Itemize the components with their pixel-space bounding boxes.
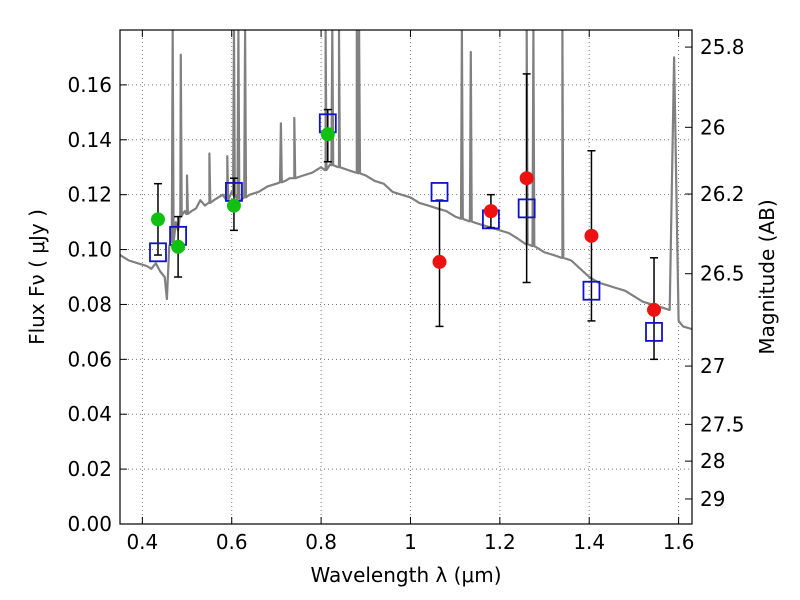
x-tick-label: 1.6 bbox=[663, 530, 695, 554]
observed-point-red bbox=[432, 254, 447, 269]
right-tick-label: 29 bbox=[700, 487, 725, 511]
y-tick-label: 0.06 bbox=[67, 347, 112, 371]
model-photometry-square bbox=[430, 182, 449, 202]
x-tick-label: 1 bbox=[404, 530, 417, 554]
right-axis-ticks: 25.8 26 26.2 26.5 27 27.5 28 29 bbox=[685, 35, 745, 511]
observed-point-green bbox=[226, 198, 241, 213]
right-tick-label: 27.5 bbox=[700, 412, 745, 436]
y-tick-label: 0.02 bbox=[67, 457, 112, 481]
y-tick-label: 0.16 bbox=[67, 73, 112, 97]
x-tick-label: 1.2 bbox=[484, 530, 516, 554]
model-photometry-square bbox=[517, 198, 536, 219]
observed-point-green bbox=[171, 239, 186, 254]
observed-point-red bbox=[584, 228, 599, 243]
x-axis-label: Wavelength λ (μm) bbox=[310, 563, 501, 587]
model-photometry-square bbox=[582, 280, 601, 301]
x-tick-label: 1.4 bbox=[573, 530, 605, 554]
y-tick-label: 0.12 bbox=[67, 183, 112, 207]
points-layer bbox=[149, 113, 663, 342]
right-tick-label: 27 bbox=[700, 354, 725, 378]
right-tick-label: 25.8 bbox=[700, 35, 745, 59]
right-tick-label: 26.2 bbox=[700, 182, 745, 206]
model-sed-layer bbox=[120, 30, 692, 331]
plot-background bbox=[120, 30, 692, 524]
plot-frame bbox=[119, 29, 693, 525]
observed-point-green bbox=[320, 127, 335, 142]
y-tick-label: 0.00 bbox=[67, 512, 112, 536]
grid-lines bbox=[120, 30, 692, 524]
y-tick-label: 0.08 bbox=[67, 292, 112, 316]
right-tick-label: 26 bbox=[700, 115, 725, 139]
right-tick-label: 26.5 bbox=[700, 262, 745, 286]
y-axis-ticks: 0.00 0.02 0.04 0.06 0.08 0.10 0.12 0.14 0.16 bbox=[67, 73, 127, 536]
x-tick-label: 0.4 bbox=[126, 530, 158, 554]
x-axis-ticks: 0.4 0.6 0.8 1 1.2 1.4 1.6 bbox=[126, 30, 695, 554]
y-tick-label: 0.14 bbox=[67, 128, 112, 152]
observed-point-red bbox=[647, 302, 662, 317]
x-tick-label: 0.8 bbox=[305, 530, 337, 554]
model-photometry-square bbox=[149, 242, 167, 263]
y-axis-label: Flux Fν ( μJy ) bbox=[25, 209, 49, 345]
observed-point-red bbox=[519, 171, 534, 186]
model-photometry-square bbox=[645, 321, 663, 342]
x-tick-label: 0.6 bbox=[216, 530, 248, 554]
y-tick-label: 0.10 bbox=[67, 238, 112, 262]
observed-point-red bbox=[483, 204, 498, 219]
right-tick-label: 28 bbox=[700, 449, 725, 473]
model-sed-line bbox=[120, 30, 692, 331]
observed-point-green bbox=[150, 212, 165, 227]
right-axis-label: Magnitude (AB) bbox=[755, 199, 779, 354]
y-tick-label: 0.04 bbox=[67, 402, 112, 426]
